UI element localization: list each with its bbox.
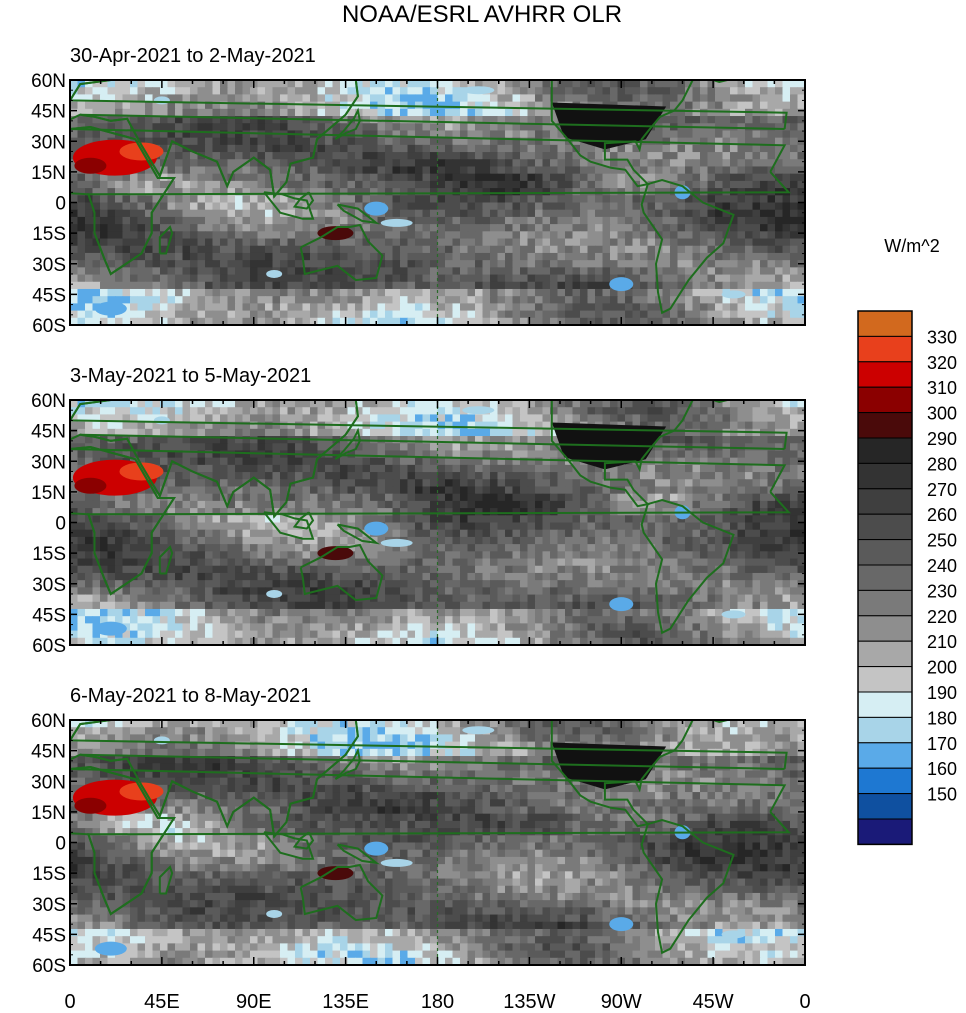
latitude-tick-label: 0 [55,194,66,215]
coastlines [70,720,791,955]
coastlines [70,400,791,635]
latitude-tick-label: 15S [32,224,66,245]
latitude-tick-label: 15S [32,864,66,885]
figure-title: NOAA/ESRL AVHRR OLR [342,1,622,28]
colorbar-swatch [857,513,913,541]
latitude-tick-label: 15S [32,544,66,565]
latitude-tick-label: 60S [32,316,66,337]
latitude-tick-label: 60S [32,636,66,657]
colorbar-swatch [857,691,913,718]
colorbar-swatch [857,335,913,363]
colorbar-label: 310 [927,378,957,398]
colorbar: 330 320 310 300 290 280 270 260 250 240 230 220 210 2… [857,310,957,846]
colorbar-label: 160 [927,759,957,779]
colorbar-swatch [857,640,913,668]
latitude-tick-label: 30S [32,255,66,276]
latitude-tick-label: 45S [32,605,66,626]
colorbar-label: 320 [927,353,957,373]
latitude-tick-label: 60N [31,71,66,92]
colorbar-swatch [857,742,913,769]
panel-date-range: 3-May-2021 to 5-May-2021 [70,365,311,387]
colorbar-swatch [857,564,913,591]
colorbar-swatch [857,310,913,337]
panel-date-range: 6-May-2021 to 8-May-2021 [70,685,311,707]
colorbar-label: 270 [927,480,957,500]
map-panels: 30-Apr-2021 to 2-May-202160N45N30N15N015… [31,45,806,977]
colorbar-swatch [857,412,913,439]
longitude-tick-label: 45W [693,991,734,1013]
latitude-tick-label: 15N [31,803,66,824]
colorbar-swatch [857,361,913,388]
panel-date-range: 30-Apr-2021 to 2-May-2021 [70,45,316,67]
colorbar-swatch [857,462,913,490]
colorbar-swatch [857,539,913,566]
latitude-tick-label: 15N [31,163,66,184]
colorbar-swatch [857,488,913,515]
colorbar-swatch [857,767,913,795]
colorbar-label: 300 [927,404,957,424]
latitude-tick-label: 60S [32,956,66,977]
latitude-tick-label: 60N [31,711,66,732]
longitude-tick-label: 135E [322,991,369,1013]
colorbar-label: 180 [927,708,957,728]
colorbar-label: 170 [927,734,957,754]
latitude-tick-label: 45N [31,742,66,763]
colorbar-label: 200 [927,658,957,678]
latitude-tick-label: 30S [32,575,66,596]
colorbar-label: 150 [927,785,957,805]
colorbar-label: 290 [927,429,957,449]
longitude-tick-label: 135W [503,991,555,1013]
latitude-tick-label: 45S [32,285,66,306]
latitude-tick-label: 45S [32,925,66,946]
colorbar-label: 190 [927,683,957,703]
colorbar-swatch [857,793,913,820]
colorbar-swatch [857,437,913,464]
longitude-tick-label: 180 [421,991,454,1013]
latitude-tick-label: 45N [31,422,66,443]
longitude-axis: 0 45E 90E 135E 180 135W 90W 45W 0 [64,991,810,1013]
latitude-tick-label: 45N [31,102,66,123]
colorbar-label: 220 [927,607,957,627]
latitude-tick-label: 30N [31,452,66,473]
colorbar-label: 280 [927,454,957,474]
colorbar-label: 250 [927,531,957,551]
longitude-tick-label: 90E [236,991,272,1013]
colorbar-label: 210 [927,632,957,652]
colorbar-label: 230 [927,581,957,601]
latitude-tick-label: 30S [32,895,66,916]
colorbar-label: 330 [927,327,957,347]
coastlines [70,80,791,315]
colorbar-label: 260 [927,505,957,525]
longitude-tick-label: 45E [144,991,180,1013]
colorbar-swatch [857,386,913,414]
colorbar-swatch [857,589,913,617]
colorbar-swatch [857,716,913,744]
longitude-tick-label: 0 [64,991,75,1013]
colorbar-label: 240 [927,556,957,576]
colorbar-swatch [857,615,913,642]
latitude-tick-label: 30N [31,132,66,153]
longitude-tick-label: 0 [799,991,810,1013]
colorbar-swatch [857,666,913,693]
latitude-tick-label: 30N [31,772,66,793]
latitude-tick-label: 60N [31,391,66,412]
longitude-tick-label: 90W [601,991,642,1013]
colorbar-swatch [857,818,913,845]
units-label: W/m^2 [884,236,939,256]
latitude-tick-label: 0 [55,834,66,855]
latitude-tick-label: 15N [31,483,66,504]
latitude-tick-label: 0 [55,514,66,535]
